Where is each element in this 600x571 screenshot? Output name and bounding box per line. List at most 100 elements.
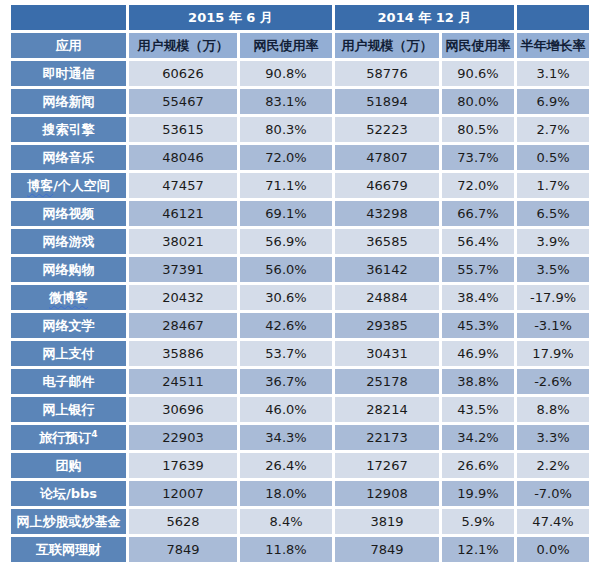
cell-rate-2015: 36.7% (240, 369, 332, 394)
cell-users-2014: 30431 (335, 341, 439, 366)
cell-growth: 8.8% (517, 397, 589, 422)
cell-users-2015: 60626 (129, 61, 237, 86)
cell-rate-2014: 80.5% (442, 117, 514, 142)
table-row: 网络新闻5546783.1%5189480.0%6.9% (11, 89, 589, 114)
cell-growth: 0.5% (517, 145, 589, 170)
table-row: 网上炒股或炒基金56288.4%38195.9%47.4% (11, 509, 589, 534)
cell-rate-2015: 80.3% (240, 117, 332, 142)
cell-users-2015: 38021 (129, 229, 237, 254)
table-row: 网络音乐4804672.0%4780773.7%0.5% (11, 145, 589, 170)
cell-users-2014: 7849 (335, 537, 439, 562)
row-label: 网络文学 (11, 313, 126, 338)
cell-users-2014: 46679 (335, 173, 439, 198)
cell-rate-2014: 46.9% (442, 341, 514, 366)
cell-users-2015: 37391 (129, 257, 237, 282)
row-label: 博客/个人空间 (11, 173, 126, 198)
cell-rate-2015: 11.8% (240, 537, 332, 562)
cell-users-2014: 43298 (335, 201, 439, 226)
cell-users-2015: 24511 (129, 369, 237, 394)
col-header-users-2015: 用户规模（万） (129, 33, 237, 58)
spellcheck-squiggle-text: 博客 (27, 178, 53, 193)
cell-growth: -7.0% (517, 481, 589, 506)
cell-rate-2015: 8.4% (240, 509, 332, 534)
cell-users-2015: 20432 (129, 285, 237, 310)
row-label: 网络新闻 (11, 89, 126, 114)
spellcheck-squiggle-text: 微博客 (49, 290, 88, 305)
row-label: 团购 (11, 453, 126, 478)
cell-rate-2015: 71.1% (240, 173, 332, 198)
table-row: 博客/个人空间4745771.1%4667972.0%1.7% (11, 173, 589, 198)
cell-growth: -2.6% (517, 369, 589, 394)
cell-rate-2015: 90.8% (240, 61, 332, 86)
cell-growth: 1.7% (517, 173, 589, 198)
cell-rate-2015: 56.9% (240, 229, 332, 254)
corner-cell-right (517, 5, 589, 30)
cell-growth: 47.4% (517, 509, 589, 534)
cell-users-2014: 3819 (335, 509, 439, 534)
table-row: 电子邮件2451136.7%2517838.8%-2.6% (11, 369, 589, 394)
row-label: 网络购物 (11, 257, 126, 282)
cell-users-2015: 53615 (129, 117, 237, 142)
row-label: 即时通信 (11, 61, 126, 86)
table-row: 网上支付3588653.7%3043146.9%17.9% (11, 341, 589, 366)
col-header-app: 应用 (11, 33, 126, 58)
cell-users-2015: 28467 (129, 313, 237, 338)
cell-rate-2014: 55.7% (442, 257, 514, 282)
cell-rate-2014: 45.3% (442, 313, 514, 338)
table-row: 论坛/bbs1200718.0%1290819.9%-7.0% (11, 481, 589, 506)
cell-rate-2014: 19.9% (442, 481, 514, 506)
cell-rate-2015: 26.4% (240, 453, 332, 478)
cell-users-2015: 46121 (129, 201, 237, 226)
cell-rate-2014: 73.7% (442, 145, 514, 170)
table-row: 互联网理财784911.8%784912.1%0.0% (11, 537, 589, 562)
cell-rate-2015: 34.3% (240, 425, 332, 450)
cell-growth: 6.5% (517, 201, 589, 226)
cell-users-2014: 47807 (335, 145, 439, 170)
cell-growth: 6.9% (517, 89, 589, 114)
cell-growth: 0.0% (517, 537, 589, 562)
cell-users-2014: 25178 (335, 369, 439, 394)
cell-growth: 3.9% (517, 229, 589, 254)
cell-users-2014: 58776 (335, 61, 439, 86)
cell-users-2015: 17639 (129, 453, 237, 478)
row-label: 网络视频 (11, 201, 126, 226)
table-row: 微博客2043230.6%2488438.4%-17.9% (11, 285, 589, 310)
cell-rate-2015: 46.0% (240, 397, 332, 422)
cell-rate-2015: 30.6% (240, 285, 332, 310)
cell-rate-2014: 38.4% (442, 285, 514, 310)
cell-users-2015: 5628 (129, 509, 237, 534)
cell-rate-2015: 56.0% (240, 257, 332, 282)
table-row: 网络视频4612169.1%4329866.7%6.5% (11, 201, 589, 226)
corner-cell-left (11, 5, 126, 30)
cell-rate-2015: 18.0% (240, 481, 332, 506)
cell-growth: 2.7% (517, 117, 589, 142)
cell-users-2015: 48046 (129, 145, 237, 170)
cell-users-2015: 35886 (129, 341, 237, 366)
footnote-marker: 4 (91, 428, 97, 438)
row-label: 论坛/bbs (11, 481, 126, 506)
table-row: 搜索引擎5361580.3%5222380.5%2.7% (11, 117, 589, 142)
cell-users-2015: 47457 (129, 173, 237, 198)
cell-rate-2014: 90.6% (442, 61, 514, 86)
table-row: 团购1763926.4%1726726.6%2.2% (11, 453, 589, 478)
row-label: 网上银行 (11, 397, 126, 422)
table-row: 网络购物3739156.0%3614255.7%3.5% (11, 257, 589, 282)
col-header-users-2014: 用户规模（万） (335, 33, 439, 58)
cell-rate-2014: 72.0% (442, 173, 514, 198)
cell-rate-2014: 12.1% (442, 537, 514, 562)
cell-users-2014: 24884 (335, 285, 439, 310)
cell-users-2014: 52223 (335, 117, 439, 142)
cell-growth: 17.9% (517, 341, 589, 366)
cell-users-2014: 36585 (335, 229, 439, 254)
row-label: 旅行预订4 (11, 425, 126, 450)
table-row: 即时通信6062690.8%5877690.6%3.1% (11, 61, 589, 86)
table-row: 旅行预订42290334.3%2217334.2%3.3% (11, 425, 589, 450)
cell-users-2015: 22903 (129, 425, 237, 450)
cell-users-2014: 51894 (335, 89, 439, 114)
row-label: 网络游戏 (11, 229, 126, 254)
row-label: 搜索引擎 (11, 117, 126, 142)
cell-growth: 3.3% (517, 425, 589, 450)
col-header-rate-2015: 网民使用率 (240, 33, 332, 58)
cell-rate-2015: 42.6% (240, 313, 332, 338)
cell-users-2015: 30696 (129, 397, 237, 422)
